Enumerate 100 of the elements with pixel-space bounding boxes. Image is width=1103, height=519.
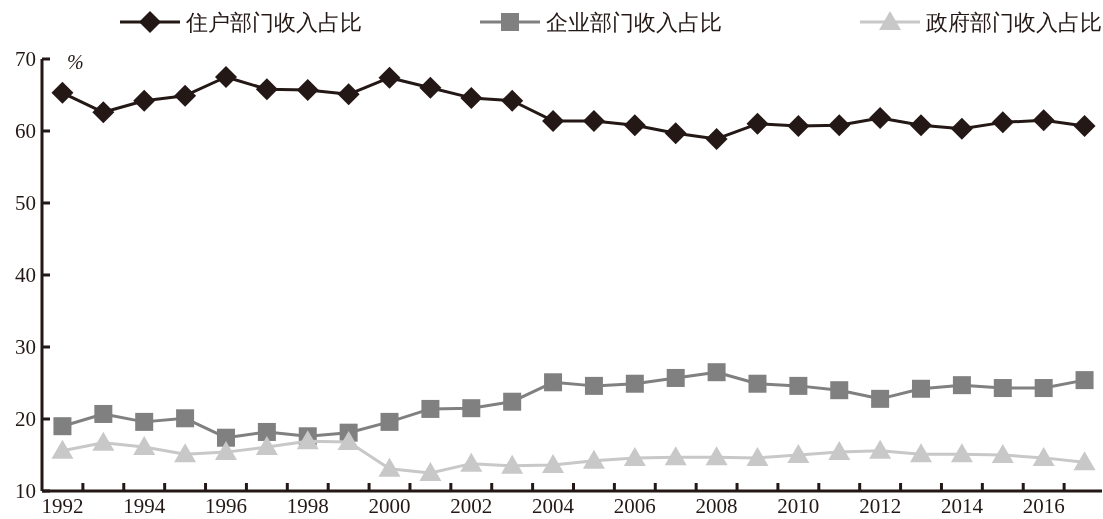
point: [380, 412, 399, 431]
point: [337, 431, 360, 451]
point: [542, 109, 565, 132]
point: [257, 422, 276, 441]
point: [746, 112, 769, 135]
point: [991, 444, 1014, 463]
point: [746, 446, 769, 466]
point: [544, 373, 563, 392]
point: [664, 122, 687, 145]
x-tick-label: 2004: [532, 494, 575, 518]
x-tick-label: 2012: [859, 494, 902, 518]
point: [912, 379, 931, 398]
point: [133, 89, 156, 112]
x-tick-label: 1992: [41, 494, 84, 518]
point: [748, 374, 767, 393]
point: [419, 76, 442, 99]
point: [460, 86, 483, 109]
point: [503, 392, 522, 411]
point: [869, 107, 892, 130]
point: [991, 111, 1014, 134]
y-tick-label: 50: [15, 191, 36, 216]
point: [337, 83, 360, 106]
point: [296, 78, 319, 101]
point: [501, 454, 524, 474]
point: [214, 66, 237, 88]
point: [135, 412, 154, 431]
point: [378, 457, 401, 477]
point: [910, 114, 933, 137]
y-tick-label: 20: [15, 407, 36, 432]
point: [419, 462, 442, 481]
point: [176, 409, 195, 428]
x-tick-label: 1996: [204, 494, 247, 518]
y-tick-label: 60: [15, 119, 36, 144]
y-tick-label: 10: [15, 479, 36, 504]
point: [623, 446, 646, 466]
point: [1073, 114, 1096, 137]
point: [582, 449, 605, 469]
y-axis-title: %: [67, 51, 84, 73]
point: [950, 443, 973, 463]
point: [296, 430, 319, 450]
point: [582, 109, 605, 132]
x-tick-label: 2000: [368, 494, 411, 518]
point: [666, 368, 685, 387]
point: [664, 446, 687, 466]
point: [993, 379, 1012, 398]
point: [828, 441, 851, 461]
point: [460, 452, 483, 472]
point: [705, 127, 728, 150]
point: [92, 101, 115, 124]
point: [174, 443, 197, 463]
point: [787, 114, 810, 137]
x-tick-label: 2010: [777, 494, 820, 518]
legend-label: 政府部门收入占比: [926, 9, 1102, 35]
x-tick-label: 1998: [286, 494, 329, 518]
x-tick-label: 2006: [613, 494, 656, 518]
point: [92, 431, 115, 451]
point: [216, 428, 235, 447]
point: [501, 89, 524, 112]
point: [421, 399, 440, 418]
point: [51, 439, 74, 459]
point: [1075, 371, 1094, 390]
point: [255, 436, 278, 456]
point: [542, 454, 565, 474]
point: [910, 443, 933, 463]
point: [214, 441, 237, 461]
point: [51, 81, 74, 104]
point: [53, 417, 72, 436]
point: [830, 381, 849, 400]
point: [378, 66, 401, 89]
x-tick-label: 1994: [123, 494, 166, 518]
point: [255, 78, 278, 101]
point: [133, 436, 156, 456]
y-tick-label: 70: [15, 47, 36, 72]
point: [952, 376, 971, 395]
point: [707, 363, 726, 382]
point: [584, 376, 603, 395]
y-tick-label: 30: [15, 335, 36, 360]
point: [623, 114, 646, 137]
point: [1032, 446, 1055, 466]
point: [828, 114, 851, 137]
point: [462, 399, 481, 418]
point: [787, 444, 810, 463]
x-tick-label: 2014: [940, 494, 984, 518]
point: [174, 84, 197, 107]
legend-label: 住户部门收入占比: [185, 9, 362, 35]
x-tick-label: 2008: [695, 494, 738, 518]
point: [950, 117, 973, 140]
x-tick-label: 2002: [450, 494, 493, 518]
point: [1073, 451, 1096, 471]
legend-label: 企业部门收入占比: [546, 9, 722, 35]
point: [1032, 109, 1055, 132]
point: [869, 439, 892, 459]
point: [789, 376, 808, 395]
point: [871, 389, 890, 408]
point: [705, 446, 728, 466]
y-tick-label: 40: [15, 263, 36, 288]
point: [625, 374, 644, 393]
point: [1034, 379, 1053, 398]
x-tick-label: 2016: [1022, 494, 1065, 518]
point: [94, 404, 113, 423]
